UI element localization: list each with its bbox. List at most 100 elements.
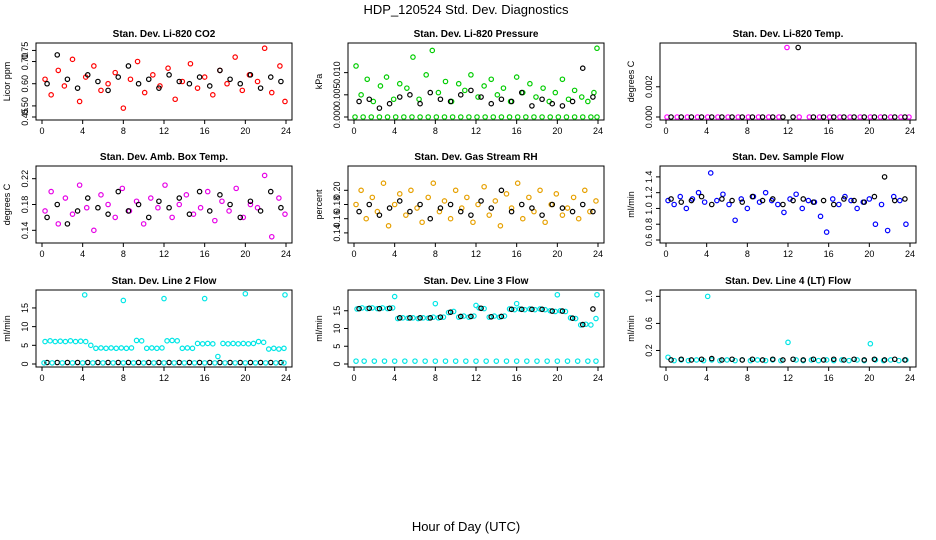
data-point — [714, 197, 720, 204]
data-point — [466, 114, 472, 120]
data-point — [749, 193, 756, 200]
data-point — [433, 114, 440, 120]
data-point — [861, 357, 868, 363]
data-point — [227, 359, 233, 366]
y-tick-label: 5 — [20, 343, 30, 348]
data-point — [759, 197, 766, 204]
data-series — [352, 114, 600, 120]
data-point — [105, 80, 111, 87]
data-point — [871, 114, 878, 120]
data-point — [724, 357, 730, 363]
data-point — [42, 208, 48, 214]
data-point — [481, 305, 487, 312]
x-tick-label: 20 — [864, 249, 874, 259]
data-point — [678, 199, 685, 205]
data-point — [739, 114, 746, 120]
data-point — [457, 208, 464, 215]
data-point — [384, 114, 391, 120]
data-point — [416, 96, 422, 103]
x-tick-label: 12 — [159, 126, 169, 136]
data-point — [257, 85, 264, 91]
data-point — [257, 359, 264, 366]
data-point — [719, 196, 725, 202]
data-point — [201, 360, 208, 366]
data-point — [539, 96, 545, 103]
y-axis-label: Licor ppm — [2, 62, 12, 102]
data-point — [267, 359, 274, 366]
data-point — [501, 313, 508, 319]
data-point — [475, 201, 481, 208]
x-tick-label: 16 — [824, 373, 834, 383]
data-point — [237, 214, 244, 221]
y-axis-label: percent — [314, 189, 324, 220]
y-axis-label: degrees C — [626, 60, 636, 102]
data-point — [204, 188, 211, 195]
x-tick-label: 20 — [864, 373, 874, 383]
plot-frame — [35, 289, 293, 368]
y-tick-label: 1.0 — [644, 290, 654, 303]
data-point — [698, 356, 705, 363]
data-point — [61, 83, 68, 89]
data-point — [41, 360, 47, 366]
data-point — [48, 188, 54, 195]
y-tick-label: 0 — [20, 361, 30, 366]
chart-panel: Stan. Dev. Li-820 Temp. degrees C 0 4 8 12 16 2… — [626, 29, 917, 136]
data-point — [366, 305, 373, 312]
data-point — [820, 197, 827, 204]
data-point — [866, 196, 873, 202]
x-tick-label: 16 — [200, 373, 210, 383]
data-point — [534, 358, 540, 364]
data-point — [247, 359, 254, 366]
data-point — [549, 100, 556, 107]
y-axis-label: kPa — [314, 74, 324, 90]
data-point — [488, 76, 495, 83]
plot-frame — [347, 289, 605, 368]
data-point — [473, 358, 479, 364]
data-point — [396, 191, 403, 197]
data-point — [383, 74, 390, 80]
data-point — [237, 359, 244, 366]
chart-panel: Stan. Dev. Gas Stream RH percent 0 4 8 12 16 20… — [314, 152, 605, 259]
data-point — [805, 197, 812, 204]
data-point — [105, 87, 111, 94]
data-point — [903, 221, 909, 228]
data-point — [82, 338, 89, 345]
data-series — [668, 174, 908, 208]
data-point — [521, 306, 528, 313]
data-point — [376, 212, 383, 218]
data-point — [800, 196, 807, 202]
data-series — [42, 45, 288, 111]
data-point — [184, 345, 191, 351]
y-tick-label: 10 — [20, 322, 30, 332]
data-point — [559, 103, 566, 109]
data-point — [52, 338, 59, 345]
data-point — [839, 357, 845, 363]
data-point — [79, 360, 86, 366]
data-point — [115, 188, 122, 195]
data-series — [356, 65, 596, 111]
data-point — [81, 292, 88, 298]
data-point — [390, 96, 397, 103]
x-tick-label: 16 — [200, 126, 210, 136]
y-tick-label: 5 — [332, 344, 342, 349]
data-point — [401, 114, 407, 120]
panel-title: Stan. Dev. Li-820 Temp. — [733, 29, 844, 40]
data-point — [575, 215, 582, 222]
data-point — [701, 199, 708, 205]
data-point — [356, 208, 362, 215]
data-series — [44, 188, 284, 227]
data-point — [590, 208, 596, 215]
data-point — [810, 199, 817, 205]
data-point — [281, 345, 287, 352]
data-point — [54, 359, 61, 366]
data-point — [176, 359, 183, 366]
data-point — [578, 94, 585, 100]
x-tick-label: 12 — [471, 126, 481, 136]
data-point — [708, 114, 715, 120]
data-point — [830, 114, 837, 120]
data-point — [685, 357, 692, 364]
data-point — [156, 198, 162, 205]
x-tick-label: 16 — [824, 249, 834, 259]
data-point — [511, 306, 518, 313]
data-point — [230, 340, 236, 347]
